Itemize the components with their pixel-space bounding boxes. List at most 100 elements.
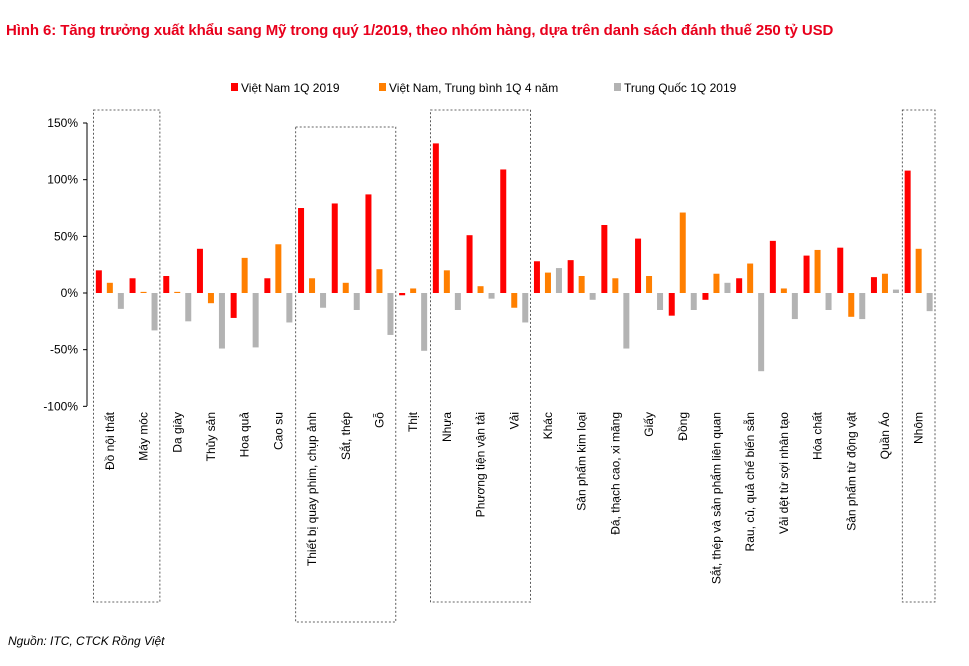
- legend-label: Việt Nam, Trung bình 1Q 4 năm: [389, 81, 558, 95]
- category-label: Nhôm: [912, 412, 926, 444]
- bar: [399, 293, 406, 296]
- bar: [926, 293, 933, 312]
- bar: [432, 143, 439, 293]
- category-label: Sắt, thép: [338, 412, 353, 460]
- bar: [264, 278, 271, 293]
- bar: [298, 208, 305, 293]
- bar: [511, 293, 518, 308]
- bar: [657, 293, 664, 310]
- bar: [623, 293, 630, 349]
- legend: Việt Nam 1Q 2019 Việt Nam, Trung bình 1Q …: [231, 81, 737, 95]
- bar: [533, 261, 540, 293]
- category-label: Thịt: [406, 411, 420, 432]
- category-label: Vải dệt từ sợi nhân tạo: [777, 412, 791, 534]
- bar: [174, 291, 181, 293]
- category-label: Khác: [541, 412, 555, 439]
- category-label: Sản phẩm kim loại: [575, 412, 589, 511]
- category-label: Cao su: [271, 412, 285, 450]
- category-label: Nhựa: [440, 412, 454, 442]
- bar: [286, 293, 293, 323]
- bar: [589, 293, 596, 300]
- bar: [129, 278, 136, 293]
- y-tick-label: 50%: [54, 229, 78, 243]
- bar: [736, 278, 743, 293]
- bar: [881, 273, 888, 293]
- highlight-box: [430, 109, 531, 603]
- bar: [870, 277, 877, 293]
- bar: [780, 288, 787, 293]
- bar: [387, 293, 394, 335]
- category-label: Rau, củ, quả chế biến sẵn: [742, 412, 757, 551]
- legend-swatch: [379, 83, 386, 91]
- bars: [95, 143, 933, 372]
- bar: [646, 276, 653, 293]
- y-axis: 150% 100% 50% 0% -50% -100%: [43, 116, 88, 413]
- category-label: Thủy sản: [204, 412, 218, 461]
- bar: [803, 255, 810, 293]
- bar: [635, 238, 642, 293]
- bar: [713, 273, 720, 293]
- category-labels: Đồ nội thất Máy móc Da giày Thủy sản Hoa quả…: [103, 411, 926, 584]
- bar: [791, 293, 798, 320]
- bar: [117, 293, 124, 309]
- bar: [601, 225, 608, 293]
- bar: [837, 247, 844, 293]
- bar: [163, 276, 170, 293]
- category-label: Sắt, thép và sản phẩm liên quan: [708, 412, 723, 584]
- bar: [769, 240, 776, 293]
- bar: [488, 293, 495, 299]
- bar: [320, 293, 327, 308]
- bar: [207, 293, 214, 304]
- bar: [679, 212, 686, 293]
- chart-title: Hình 6: Tăng trưởng xuất khẩu sang Mỹ tr…: [6, 22, 834, 39]
- y-tick-label: 100%: [47, 173, 78, 187]
- y-tick-label: -100%: [43, 399, 78, 413]
- bar: [758, 293, 765, 372]
- bar: [848, 293, 855, 317]
- bar: [196, 248, 203, 293]
- category-label: Giấy: [642, 412, 656, 437]
- bar: [275, 244, 282, 293]
- bar: [353, 293, 360, 310]
- category-label: Vải: [507, 412, 521, 429]
- bar: [443, 270, 450, 293]
- bar: [668, 293, 675, 316]
- category-label: Máy móc: [137, 412, 151, 461]
- bar: [376, 269, 383, 293]
- bar: [892, 289, 899, 293]
- highlight-boxes: [93, 109, 936, 623]
- highlight-box: [901, 109, 936, 603]
- source-note: Nguồn: ITC, CTCK Rồng Việt: [8, 634, 165, 648]
- category-label: Hoa quả: [238, 412, 252, 458]
- bar: [578, 276, 585, 293]
- bar: [814, 249, 821, 293]
- bar: [555, 268, 562, 293]
- category-label: Đồ nội thất: [103, 411, 117, 470]
- bar: [724, 282, 731, 293]
- legend-swatch: [231, 83, 238, 91]
- highlight-box: [93, 109, 161, 603]
- bar: [690, 293, 697, 310]
- bar: [544, 272, 551, 293]
- bar: [106, 282, 113, 293]
- y-tick-label: 0%: [61, 286, 79, 300]
- bar: [466, 235, 473, 293]
- category-label: Hóa chất: [811, 411, 825, 460]
- bar: [241, 257, 248, 293]
- legend-label: Việt Nam 1Q 2019: [241, 81, 340, 95]
- bar: [410, 288, 417, 293]
- category-label: Đồng: [676, 412, 690, 441]
- category-label: Thiết bị quay phim, chụp ảnh: [305, 412, 319, 566]
- bar: [342, 282, 349, 293]
- bar: [454, 293, 461, 310]
- bar: [612, 278, 619, 293]
- bar: [477, 286, 484, 293]
- bar: [500, 169, 507, 293]
- bar: [230, 293, 237, 318]
- category-label: Da giày: [170, 412, 184, 453]
- bar: [421, 293, 428, 351]
- category-label: Phương tiện vận tải: [474, 412, 488, 517]
- bar: [522, 293, 529, 323]
- bar: [365, 194, 372, 293]
- bar: [904, 170, 911, 293]
